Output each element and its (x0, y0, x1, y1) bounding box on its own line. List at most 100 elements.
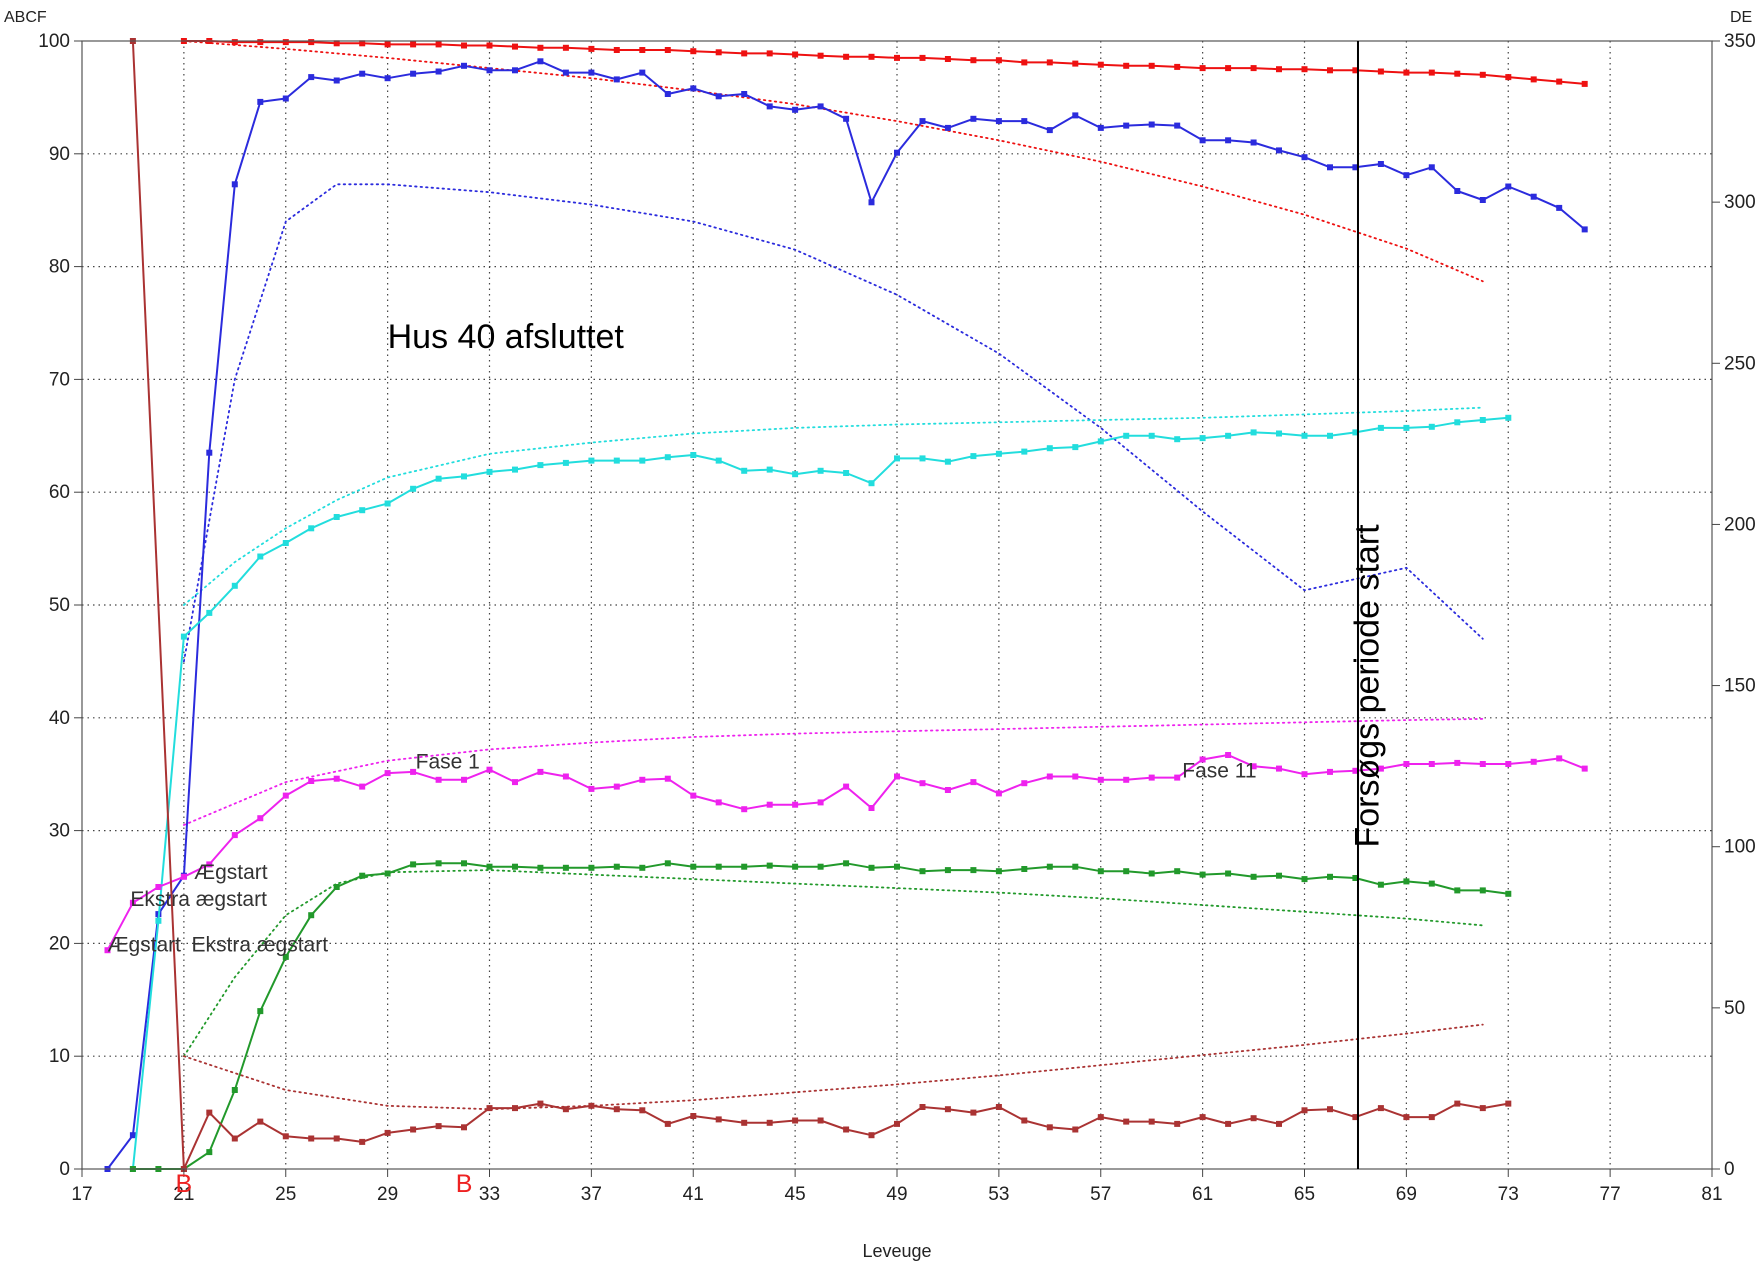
data-point (231, 1135, 238, 1142)
annotation-label: Ekstra ægstart (130, 888, 267, 911)
series (129, 414, 1512, 1172)
data-point (1581, 765, 1588, 772)
data-point (461, 1124, 467, 1131)
data-point (1454, 419, 1461, 426)
data-point (1327, 164, 1333, 171)
data-point (843, 115, 850, 122)
x-tick-label: 41 (683, 1184, 704, 1205)
data-point (1352, 67, 1359, 74)
data-point (1403, 424, 1410, 431)
data-point (1479, 71, 1486, 78)
data-point (843, 783, 850, 790)
data-point (1327, 1106, 1333, 1113)
data-point (1377, 1105, 1384, 1112)
data-point (1072, 863, 1079, 870)
data-point (512, 863, 518, 870)
annotation-label: Ægstart (107, 933, 181, 956)
data-point (1276, 66, 1282, 73)
data-point (944, 1106, 951, 1113)
data-point (359, 507, 366, 514)
data-point (562, 1106, 569, 1113)
data-point (562, 69, 569, 76)
reference-curve (182, 40, 1484, 283)
data-point (461, 776, 467, 783)
data-point (588, 785, 595, 792)
data-point (970, 453, 977, 460)
data-point (384, 870, 391, 877)
data-point (231, 181, 238, 188)
data-point (664, 47, 671, 53)
data-point (1581, 226, 1588, 233)
data-point (639, 1107, 646, 1114)
data-point (308, 1135, 315, 1142)
data-point (1046, 1124, 1053, 1131)
data-point (282, 95, 289, 102)
data-point (613, 783, 620, 790)
data-point (410, 768, 417, 775)
data-point (1199, 871, 1206, 878)
x-tick-label: 37 (581, 1184, 602, 1205)
data-point (1428, 1114, 1435, 1121)
data-point (639, 776, 646, 783)
data-point (1428, 880, 1435, 887)
data-point (944, 867, 951, 874)
data-point (944, 787, 951, 793)
reference-curve (182, 183, 1484, 663)
data-point (970, 115, 977, 122)
data-point (1021, 59, 1028, 66)
data-point (843, 470, 850, 476)
data-point (1530, 76, 1537, 83)
data-point (868, 1132, 875, 1139)
data-point (1123, 62, 1130, 69)
data-point (1046, 127, 1053, 134)
data-point (1377, 68, 1384, 75)
data-point (1505, 74, 1512, 81)
data-point (1479, 761, 1486, 767)
data-point (1276, 430, 1282, 437)
data-point (1123, 432, 1130, 439)
data-point (1046, 773, 1053, 780)
data-point (919, 54, 926, 61)
data-point (1174, 63, 1181, 70)
data-point (257, 815, 264, 822)
data-point (1148, 432, 1155, 439)
data-point (206, 861, 213, 868)
data-point (410, 485, 417, 492)
data-point (1174, 1120, 1181, 1127)
series-line (131, 416, 1509, 1170)
y-tick-label-right: 350 (1724, 31, 1756, 52)
data-point (1250, 139, 1257, 146)
data-point (1225, 432, 1232, 439)
data-point (843, 1126, 850, 1133)
data-point (1148, 62, 1155, 69)
data-point (1097, 868, 1104, 875)
data-point (257, 553, 264, 560)
data-point (741, 1119, 748, 1126)
data-point (1123, 776, 1130, 783)
data-point (766, 801, 773, 808)
data-point (537, 58, 544, 65)
data-point (1403, 878, 1410, 885)
data-point (1454, 759, 1461, 766)
data-point (1327, 67, 1333, 74)
series (129, 860, 1512, 1172)
data-point (1327, 873, 1333, 880)
data-point (792, 106, 799, 113)
x-tick-label: 45 (785, 1184, 806, 1205)
data-point (257, 1008, 264, 1015)
data-point (512, 67, 518, 74)
data-point (1479, 417, 1486, 423)
data-point (944, 458, 951, 465)
data-point (155, 884, 162, 890)
series (180, 38, 1588, 87)
data-point (562, 44, 569, 51)
data-point (308, 74, 315, 81)
data-point (231, 1087, 238, 1093)
series (104, 58, 1588, 1172)
y-tick-label-left: 10 (49, 1046, 70, 1067)
annotation-label: Hus 40 afsluttet (388, 318, 625, 356)
data-point (359, 40, 366, 47)
data-point (766, 466, 773, 473)
